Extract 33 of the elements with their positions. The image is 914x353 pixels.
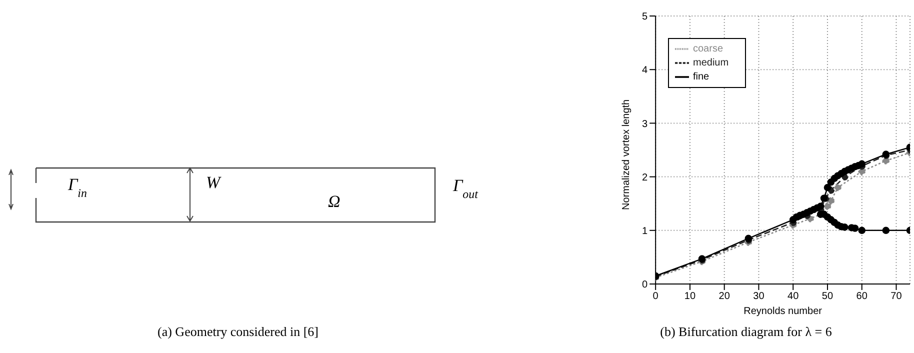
text: W <box>206 173 222 192</box>
x-tick-label: 70 <box>890 291 902 302</box>
y-tick-label: 1 <box>642 226 648 237</box>
point <box>858 168 866 176</box>
point <box>858 226 866 234</box>
text: Ω <box>328 192 340 211</box>
y-tick-label: 3 <box>642 118 648 130</box>
legend-label: fine <box>693 72 710 83</box>
x-tick-label: 20 <box>718 291 730 302</box>
point <box>816 202 824 210</box>
y-tick-label: 2 <box>642 172 648 184</box>
point <box>882 226 890 234</box>
y-tick-label: 4 <box>642 65 648 76</box>
x-tick-label: 10 <box>684 291 696 302</box>
text: (a) Geometry considered in [6] <box>156 324 320 340</box>
point <box>824 202 832 210</box>
y-tick-label: 5 <box>642 12 648 23</box>
legend-label: coarse <box>693 44 724 55</box>
point <box>824 184 832 192</box>
text: (b) Bifurcation diagram for λ = 6 <box>659 324 833 340</box>
text: Γ$_{out}$ <box>452 176 479 201</box>
text: Γ$_{in}$ <box>67 175 87 200</box>
legend-label: medium <box>693 58 729 69</box>
x-tick-label: 50 <box>822 291 834 302</box>
y-axis-title: Normalized vortex length <box>621 99 632 210</box>
x-tick-label: 40 <box>788 291 800 302</box>
point <box>827 197 835 205</box>
y-tick-label: 0 <box>642 280 648 291</box>
x-axis-title: Reynolds number <box>744 306 823 317</box>
point <box>834 184 842 192</box>
x-tick-label: 30 <box>753 291 765 302</box>
x-tick-label: 0 <box>652 291 659 302</box>
x-tick-label: 60 <box>856 291 868 302</box>
